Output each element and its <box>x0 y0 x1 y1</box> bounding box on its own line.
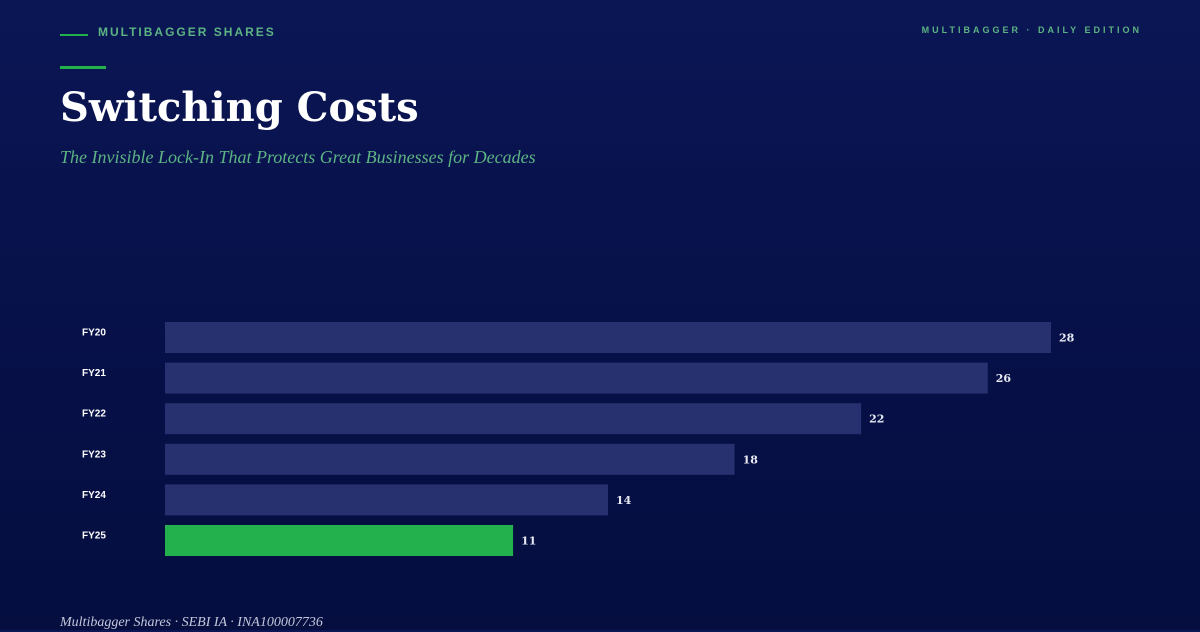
value-label-fy20: 28 <box>1059 332 1075 345</box>
value-label-fy24: 14 <box>616 494 632 507</box>
bar-fy24 <box>165 484 608 516</box>
category-label-fy24: FY24 <box>82 490 106 501</box>
bar-fy21 <box>165 362 988 394</box>
value-label-fy23: 18 <box>743 453 759 466</box>
page-title: Switching Costs <box>60 84 419 131</box>
category-label-fy20: FY20 <box>82 328 106 339</box>
category-label-fy25: FY25 <box>82 531 106 542</box>
category-label-fy23: FY23 <box>82 449 106 460</box>
category-label-fy21: FY21 <box>82 368 106 379</box>
title-rule <box>60 66 106 69</box>
value-label-fy25: 11 <box>521 535 536 548</box>
bar-fy20 <box>165 322 1051 353</box>
category-label-fy22: FY22 <box>82 409 106 420</box>
edition-label: MULTIBAGGER · DAILY EDITION <box>921 25 1142 35</box>
value-label-fy22: 22 <box>869 413 884 426</box>
bar-fy25 <box>165 525 514 556</box>
value-label-fy21: 26 <box>996 372 1012 385</box>
page-subtitle: The Invisible Lock-In That Protects Grea… <box>60 147 536 167</box>
brand-dash <box>60 34 88 36</box>
footer-credit: Multibagger Shares · SEBI IA · INA100007… <box>60 615 323 630</box>
brand-name: MULTIBAGGER SHARES <box>98 25 276 39</box>
bar-fy23 <box>165 443 735 475</box>
bar-fy22 <box>165 403 862 435</box>
